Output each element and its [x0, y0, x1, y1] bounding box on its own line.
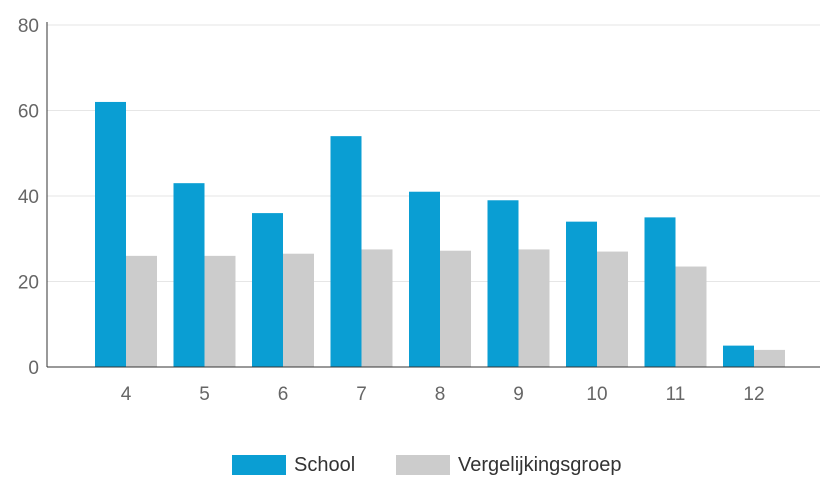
bar-vergelijkingsgroep-11 — [675, 266, 707, 367]
bar-school-10 — [566, 221, 597, 367]
bar-vergelijkingsgroep-10 — [597, 251, 628, 367]
bar-vergelijkingsgroep-7 — [361, 249, 393, 367]
bar-school-4 — [95, 101, 126, 367]
legend-label-school: School — [294, 454, 355, 476]
x-tick-label-12: 12 — [743, 384, 764, 405]
x-tick-label-6: 6 — [278, 384, 289, 405]
bar-vergelijkingsgroep-5 — [204, 255, 236, 367]
legend-swatch-school — [232, 455, 286, 475]
bar-school-12 — [723, 345, 754, 367]
bars — [95, 101, 785, 367]
bar-school-5 — [173, 183, 205, 367]
bar-vergelijkingsgroep-12 — [754, 349, 785, 367]
bar-vergelijkingsgroep-9 — [518, 249, 550, 367]
x-tick-label-7: 7 — [356, 384, 367, 405]
bar-school-9 — [487, 200, 519, 367]
bar-vergelijkingsgroep-4 — [126, 255, 157, 367]
y-tick-label-0: 0 — [28, 358, 39, 379]
y-tick-label-20: 20 — [18, 273, 39, 294]
x-tick-label-8: 8 — [435, 384, 446, 405]
bar-school-8 — [409, 191, 440, 367]
bar-vergelijkingsgroep-8 — [440, 250, 471, 367]
y-tick-label-40: 40 — [18, 187, 39, 208]
x-tick-label-10: 10 — [586, 384, 607, 405]
bar-school-7 — [330, 136, 362, 367]
y-axis: 0 20 40 60 80 — [18, 16, 48, 379]
bar-vergelijkingsgroep-6 — [283, 253, 314, 367]
x-tick-label-9: 9 — [513, 384, 524, 405]
legend: School Vergelijkingsgroep — [232, 454, 621, 476]
legend-swatch-vergelijkingsgroep — [396, 455, 450, 475]
bar-school-6 — [252, 213, 283, 367]
y-tick-label-60: 60 — [18, 102, 39, 123]
bar-school-11 — [644, 217, 676, 367]
x-tick-label-4: 4 — [121, 384, 132, 405]
legend-label-vergelijkingsgroep: Vergelijkingsgroep — [458, 454, 621, 476]
y-tick-label-80: 80 — [18, 16, 39, 37]
x-tick-label-5: 5 — [199, 384, 210, 405]
x-axis: 4 5 6 7 8 9 10 11 12 — [47, 366, 820, 405]
x-tick-label-11: 11 — [666, 384, 686, 405]
